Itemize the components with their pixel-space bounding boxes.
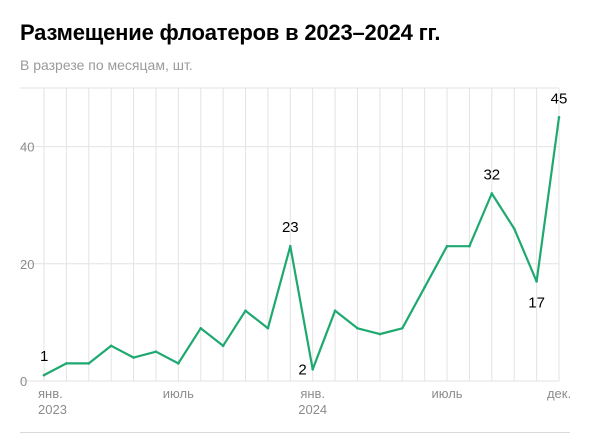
- y-tick-label: 20: [20, 257, 34, 272]
- data-point: [378, 332, 382, 336]
- series-line: [42, 116, 561, 377]
- data-label: 45: [551, 90, 568, 107]
- data-point: [400, 326, 404, 330]
- data-point: [356, 326, 359, 330]
- data-point: [535, 280, 538, 283]
- data-point: [65, 362, 68, 365]
- data-label: 1: [40, 348, 48, 365]
- data-point: [311, 367, 314, 371]
- data-point: [199, 326, 203, 330]
- data-point: [289, 244, 292, 248]
- data-point: [87, 362, 91, 365]
- data-point: [423, 285, 426, 289]
- x-tick-label: дек.: [547, 386, 571, 401]
- chart-subtitle: В разрезе по месяцам, шт.: [20, 57, 193, 73]
- data-label: 32: [483, 166, 500, 183]
- x-tick-label: янв.: [38, 386, 63, 401]
- data-label: 17: [528, 294, 545, 311]
- data-label: 23: [282, 219, 299, 236]
- data-point: [512, 227, 516, 230]
- x-tick-label: июль: [163, 386, 194, 401]
- data-point: [154, 350, 158, 354]
- data-point: [177, 362, 180, 365]
- x-tick-sublabel: 2024: [298, 402, 327, 417]
- bottom-divider: [20, 432, 570, 433]
- y-tick-label: 0: [20, 374, 27, 389]
- data-point: [468, 244, 471, 248]
- data-point: [221, 344, 225, 348]
- data-point: [333, 309, 337, 312]
- data-point: [445, 244, 449, 248]
- x-tick-sublabel: 2023: [38, 402, 67, 417]
- data-point: [557, 116, 561, 119]
- data-label: 2: [298, 361, 306, 378]
- y-tick-label: 40: [20, 140, 34, 155]
- data-point: [42, 373, 46, 377]
- data-point: [490, 192, 494, 195]
- data-point: [244, 309, 247, 312]
- x-tick-label: янв.: [300, 386, 325, 401]
- chart-title: Размещение флоатеров в 2023–2024 гг.: [20, 20, 441, 45]
- data-point: [266, 326, 270, 330]
- data-point: [132, 356, 135, 359]
- data-point: [109, 344, 113, 348]
- x-tick-label: июль: [431, 386, 462, 401]
